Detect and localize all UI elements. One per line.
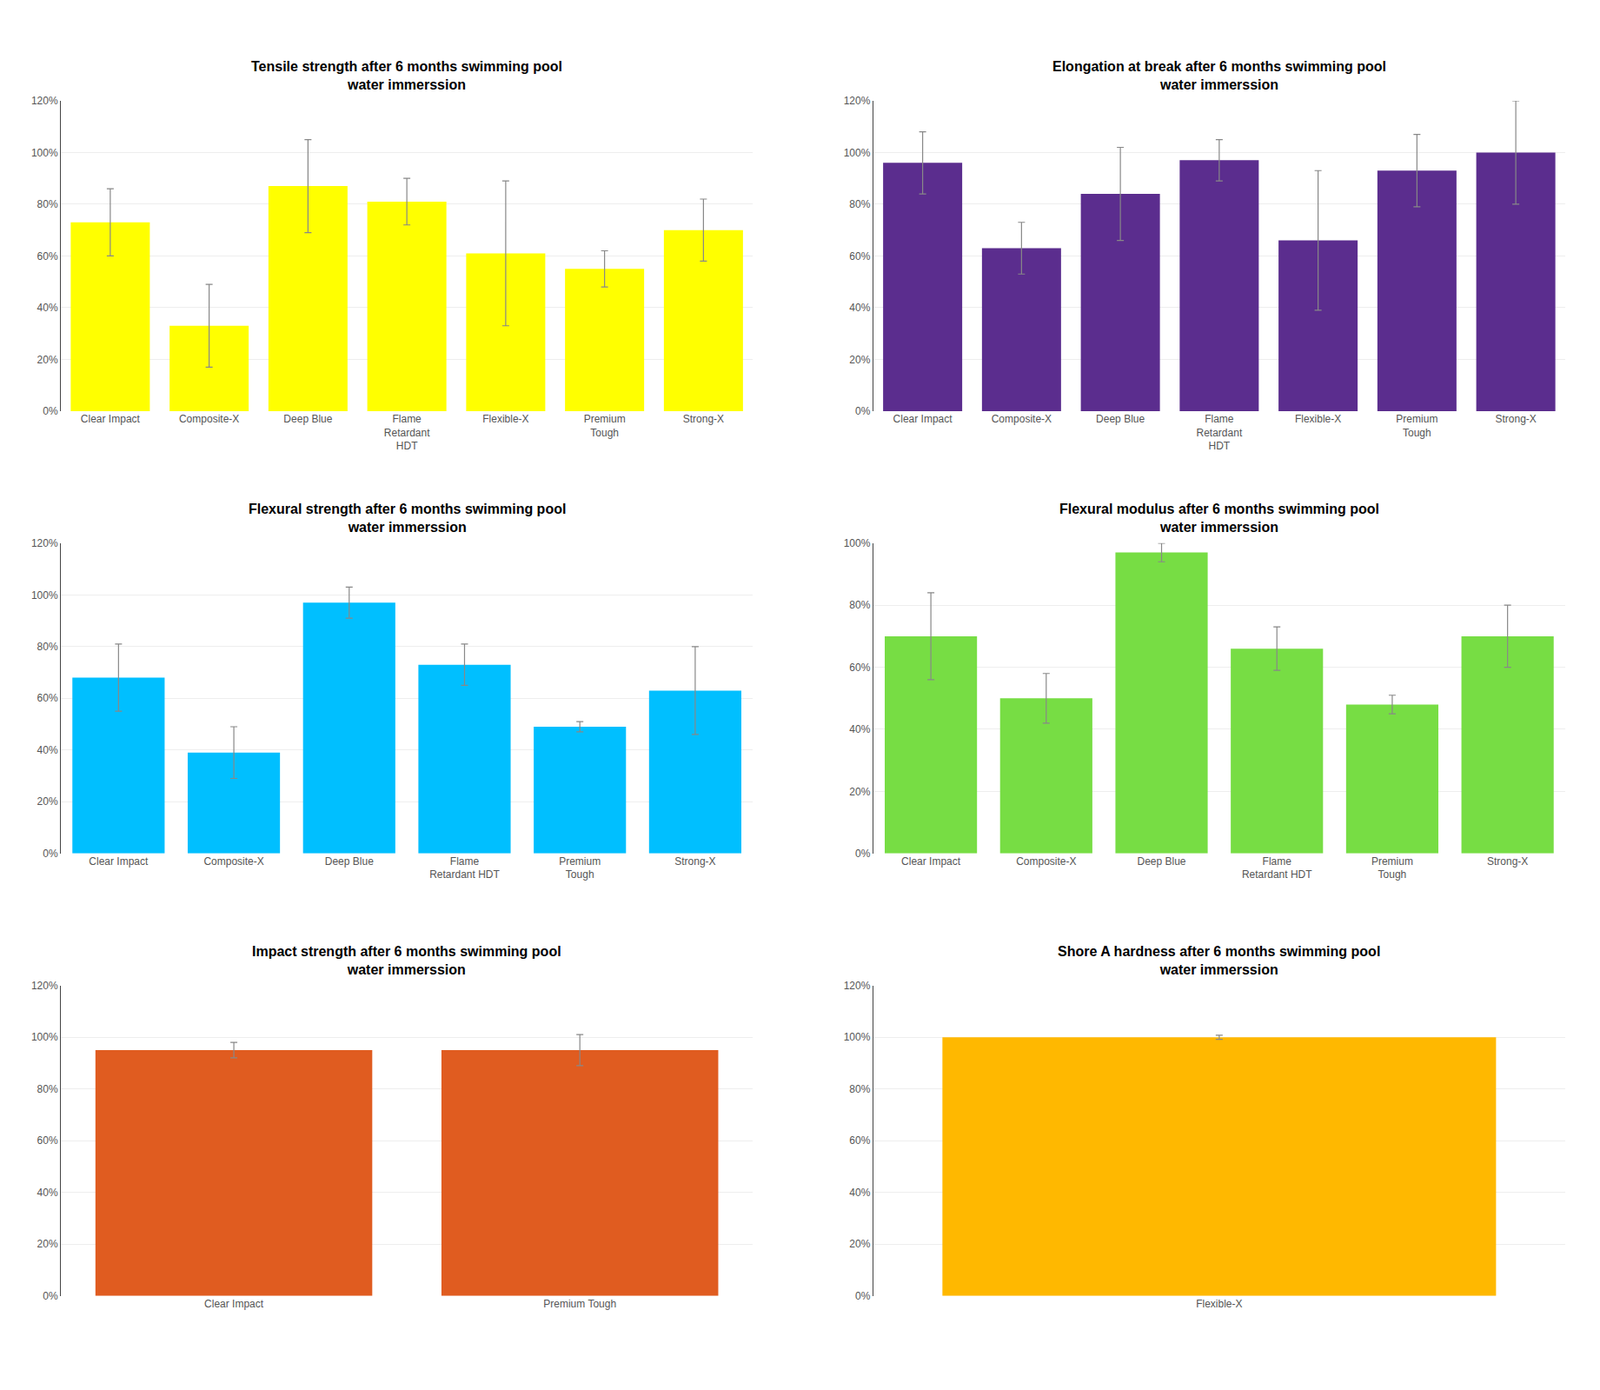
svg-text:80%: 80% [37,198,59,211]
svg-text:60%: 60% [37,250,59,263]
svg-text:FlameRetardantHDT: FlameRetardantHDT [1196,412,1243,452]
svg-text:Composite-X: Composite-X [1015,855,1076,868]
svg-text:0%: 0% [855,847,871,860]
svg-text:0%: 0% [42,847,59,860]
svg-text:120%: 120% [31,537,59,550]
svg-text:80%: 80% [849,598,870,611]
svg-text:60%: 60% [37,1134,59,1147]
svg-text:60%: 60% [37,691,59,704]
svg-text:Deep Blue: Deep Blue [283,412,332,425]
svg-text:40%: 40% [37,1186,59,1199]
svg-text:Tensile strength after 6 month: Tensile strength after 6 months swimming… [251,59,563,93]
svg-text:Strong-X: Strong-X [1494,412,1536,425]
svg-text:100%: 100% [843,537,871,550]
svg-text:FlameRetardant HDT: FlameRetardant HDT [1241,855,1313,882]
svg-text:80%: 80% [37,640,59,653]
svg-text:0%: 0% [42,1289,59,1302]
svg-text:100%: 100% [843,146,871,160]
svg-text:Deep Blue: Deep Blue [325,855,374,868]
svg-text:Impact strength after 6 months: Impact strength after 6 months swimming … [252,943,562,977]
svg-text:Strong-X: Strong-X [683,412,724,425]
svg-text:Composite-X: Composite-X [203,855,264,868]
svg-text:Strong-X: Strong-X [1487,855,1528,868]
svg-text:20%: 20% [849,785,870,798]
svg-text:100%: 100% [31,589,59,602]
svg-text:100%: 100% [843,1030,871,1043]
svg-text:40%: 40% [849,1186,870,1199]
svg-text:Composite-X: Composite-X [179,412,240,425]
svg-text:0%: 0% [855,1289,871,1302]
svg-text:Clear Impact: Clear Impact [901,855,962,868]
svg-text:20%: 20% [849,353,870,366]
svg-text:120%: 120% [31,94,59,107]
svg-text:Flexible-X: Flexible-X [482,412,529,425]
svg-text:60%: 60% [849,661,870,674]
svg-text:120%: 120% [31,979,59,992]
svg-text:100%: 100% [31,1030,59,1043]
svg-text:Clear Impact: Clear Impact [88,855,149,868]
svg-text:FlameRetardantHDT: FlameRetardantHDT [384,412,431,452]
svg-text:Shore A hardness after 6 month: Shore A hardness after 6 months swimming… [1057,943,1381,977]
svg-text:80%: 80% [37,1082,59,1096]
svg-text:PremiumTough: PremiumTough [1395,412,1438,439]
svg-text:Premium Tough: Premium Tough [543,1297,617,1310]
svg-text:40%: 40% [37,743,59,757]
svg-text:Clear Impact: Clear Impact [893,412,954,425]
svg-text:20%: 20% [37,1237,59,1250]
svg-text:120%: 120% [843,94,871,107]
svg-text:Flexible-X: Flexible-X [1195,1297,1242,1310]
svg-text:PremiumTough: PremiumTough [1371,855,1414,882]
svg-text:Clear Impact: Clear Impact [80,412,141,425]
svg-text:Flexural modulus after 6 month: Flexural modulus after 6 months swimming… [1059,501,1380,535]
svg-text:60%: 60% [849,1134,870,1147]
svg-text:20%: 20% [37,795,59,808]
svg-text:Deep Blue: Deep Blue [1095,412,1145,425]
svg-text:Elongation at break after 6 mo: Elongation at break after 6 months swimm… [1052,59,1387,93]
svg-text:Flexural strength after 6 mont: Flexural strength after 6 months swimmin… [248,501,566,535]
svg-text:FlameRetardant HDT: FlameRetardant HDT [429,855,500,882]
svg-text:80%: 80% [849,198,870,211]
svg-text:40%: 40% [37,301,59,314]
svg-text:Clear Impact: Clear Impact [204,1297,265,1310]
svg-text:100%: 100% [31,146,59,160]
svg-text:20%: 20% [37,353,59,366]
svg-text:Strong-X: Strong-X [674,855,716,868]
svg-text:Composite-X: Composite-X [991,412,1052,425]
svg-text:60%: 60% [849,250,870,263]
svg-text:80%: 80% [849,1082,870,1096]
svg-text:PremiumTough: PremiumTough [584,412,626,439]
svg-text:PremiumTough: PremiumTough [558,855,601,882]
svg-text:0%: 0% [855,404,871,418]
svg-text:120%: 120% [843,979,871,992]
svg-text:20%: 20% [849,1237,870,1250]
svg-text:40%: 40% [849,723,870,736]
svg-text:0%: 0% [42,404,59,418]
svg-text:Flexible-X: Flexible-X [1294,412,1342,425]
svg-text:40%: 40% [849,301,870,314]
svg-text:Deep Blue: Deep Blue [1136,855,1186,868]
